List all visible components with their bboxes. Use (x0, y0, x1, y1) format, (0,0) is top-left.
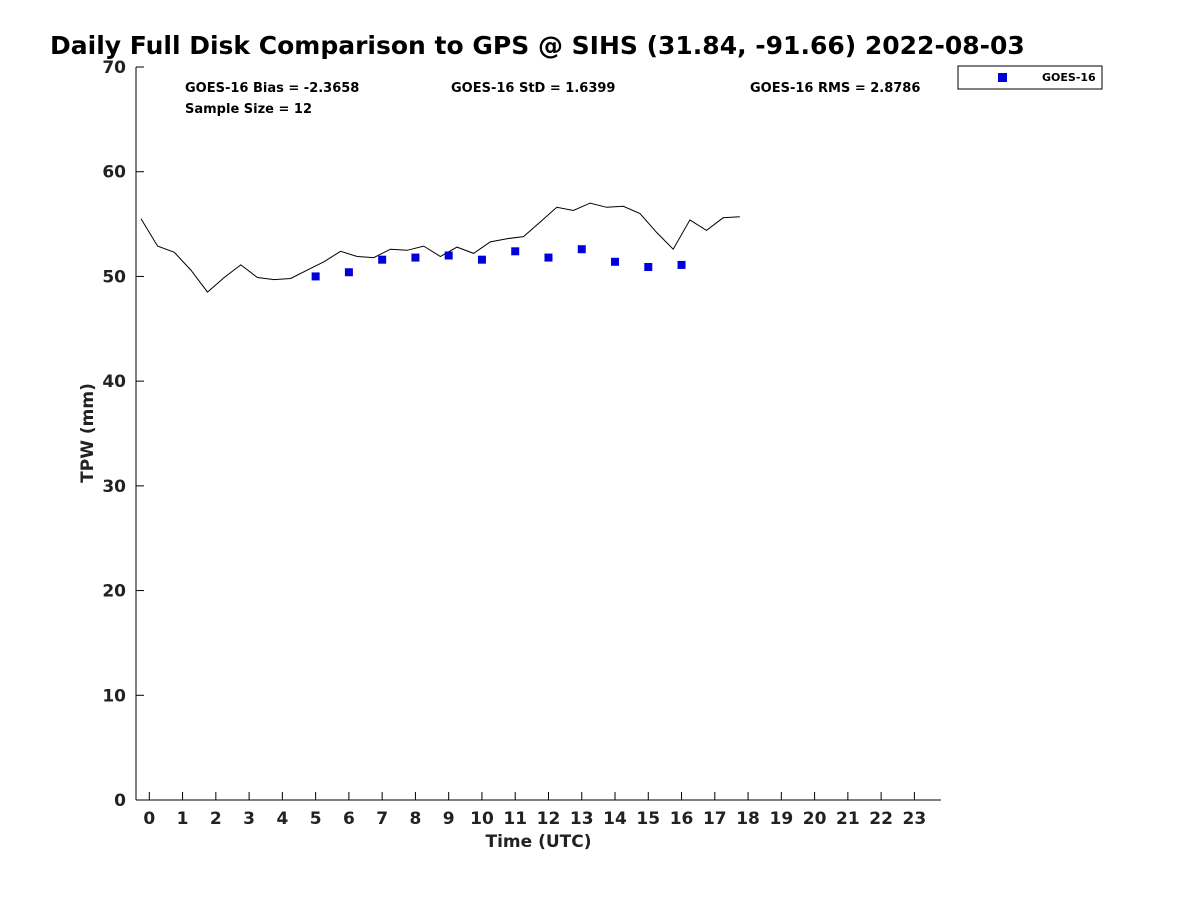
legend: GOES-16 (957, 65, 1103, 90)
sample-size-stat: Sample Size = 12 (185, 102, 312, 117)
gps-line (140, 202, 740, 293)
x-tick-label: 19 (769, 809, 793, 829)
goes16-point (344, 268, 353, 277)
x-tick-label: 22 (869, 809, 893, 829)
x-tick-label: 23 (903, 809, 927, 829)
x-tick-label: 16 (670, 809, 694, 829)
goes16-point (677, 260, 686, 269)
goes16-point (611, 257, 620, 266)
chart-title: Daily Full Disk Comparison to GPS @ SIHS… (50, 31, 1025, 60)
x-tick-label: 8 (409, 809, 421, 829)
x-tick-label: 21 (836, 809, 860, 829)
y-tick-label: 30 (102, 477, 126, 497)
y-tick-label: 20 (102, 582, 126, 602)
x-axis-label: Time (UTC) (485, 832, 591, 852)
y-tick-label: 70 (102, 58, 126, 78)
goes16-point (644, 263, 653, 272)
x-tick-label: 3 (243, 809, 255, 829)
rms-stat: GOES-16 RMS = 2.8786 (750, 81, 920, 96)
x-tick-label: 0 (143, 809, 155, 829)
goes16-point (411, 253, 420, 262)
y-tick-label: 40 (102, 372, 126, 392)
goes16-point (477, 255, 486, 264)
goes16-point (378, 255, 387, 264)
goes16-point (511, 247, 520, 256)
x-tick-label: 1 (177, 809, 189, 829)
y-tick-label: 0 (114, 791, 126, 811)
x-tick-label: 10 (470, 809, 494, 829)
y-tick-label: 50 (102, 267, 126, 287)
legend-box (957, 65, 1103, 90)
y-tick-label: 60 (102, 163, 126, 183)
x-tick-label: 13 (570, 809, 594, 829)
x-tick-label: 11 (503, 809, 527, 829)
goes16-point (311, 272, 320, 281)
std-stat: GOES-16 StD = 1.6399 (451, 81, 615, 96)
goes16-point (544, 253, 553, 262)
gps-line-series (140, 202, 740, 293)
x-tick-label: 5 (310, 809, 322, 829)
x-tick-label: 6 (343, 809, 355, 829)
legend-marker-goes16 (998, 73, 1007, 82)
x-axis-ticks: 0 1 2 3 4 5 6 7 8 9 10 11 12 13 14 15 16 17 18 19 20 21 22 23 (143, 792, 926, 829)
x-tick-label: 18 (736, 809, 760, 829)
legend-label-goes16: GOES-16 (1042, 71, 1096, 84)
x-tick-label: 12 (537, 809, 561, 829)
y-axis-label: TPW (mm) (78, 383, 98, 483)
x-tick-label: 20 (803, 809, 827, 829)
goes16-point (577, 245, 586, 254)
bias-stat: GOES-16 Bias = -2.3658 (185, 81, 359, 96)
y-axis-ticks: 0 10 20 30 40 50 60 70 (102, 58, 144, 811)
x-tick-label: 14 (603, 809, 627, 829)
x-tick-label: 15 (636, 809, 660, 829)
x-tick-label: 7 (376, 809, 388, 829)
x-tick-label: 4 (276, 809, 288, 829)
y-tick-label: 10 (102, 686, 126, 706)
x-tick-label: 2 (210, 809, 222, 829)
goes16-point (444, 251, 453, 260)
x-tick-label: 17 (703, 809, 727, 829)
goes16-series (311, 245, 686, 281)
x-tick-label: 9 (443, 809, 455, 829)
